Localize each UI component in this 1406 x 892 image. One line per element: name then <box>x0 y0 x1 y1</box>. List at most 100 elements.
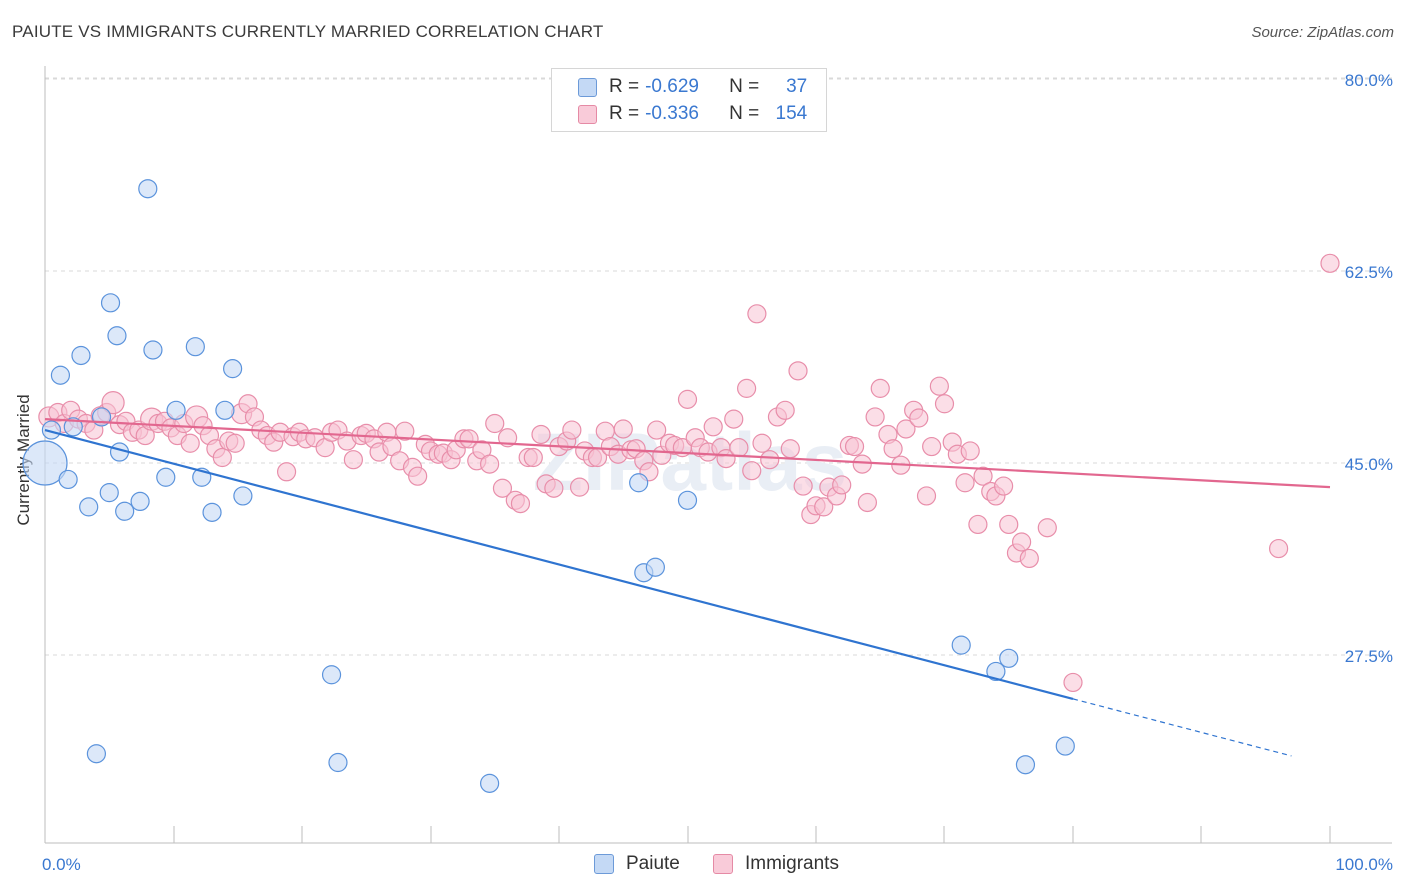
x-tick-labels: 0.0% 100.0% <box>42 855 1393 874</box>
immigrants-point <box>677 389 698 409</box>
immigrants-point <box>1320 253 1340 273</box>
paiute-point <box>50 365 71 385</box>
immigrants-point <box>1063 672 1083 693</box>
immigrants-point <box>724 409 744 429</box>
paiute-point <box>202 502 222 522</box>
immigrants-point <box>276 462 297 482</box>
immigrants-point <box>788 361 808 381</box>
legend-r-value: -0.336 <box>645 103 699 124</box>
immigrants-point <box>569 477 590 497</box>
immigrants-point <box>832 475 852 495</box>
paiute-point <box>645 557 665 577</box>
bottom-legend-immigrants: Immigrants <box>713 852 839 876</box>
immigrants-point <box>883 439 903 459</box>
paiute-trend-line <box>44 429 1074 700</box>
legend-n-label: N = <box>729 103 760 124</box>
paiute-point <box>79 497 99 517</box>
immigrants-point <box>896 419 916 439</box>
paiute-point <box>86 744 107 764</box>
paiute-point <box>130 491 150 511</box>
paiute-point <box>166 400 186 420</box>
y-tick-label: 80.0% <box>1345 71 1393 90</box>
immigrants-point <box>343 450 363 470</box>
immigrants-point <box>844 436 865 457</box>
paiute-point <box>1015 755 1036 775</box>
immigrants-point <box>857 492 878 513</box>
immigrants-point <box>544 478 564 498</box>
immigrants-point <box>485 413 505 434</box>
paiute-point <box>58 469 78 490</box>
y-tick-labels: 27.5% 45.0% 62.5% 80.0% <box>1345 71 1393 666</box>
y-tick-label: 62.5% <box>1345 263 1393 282</box>
legend-n-value: 37 <box>786 76 808 97</box>
paiute-point <box>328 752 348 773</box>
paiute-point <box>99 483 119 503</box>
immigrants-point <box>752 433 772 453</box>
immigrants-trend-line <box>44 418 1331 489</box>
paiute-point <box>63 417 83 437</box>
immigrants-point <box>562 420 582 440</box>
immigrants-point <box>492 478 513 498</box>
paiute-point <box>100 293 121 313</box>
immigrants-legend-swatch <box>713 854 733 874</box>
paiute-point <box>41 420 62 440</box>
paiute-point <box>951 635 971 655</box>
immigrants-point <box>531 424 551 445</box>
legend-r-value: -0.629 <box>645 76 699 97</box>
paiute-point <box>22 440 68 486</box>
legend-row-immigrants: R = -0.336 N = 154 <box>552 101 807 127</box>
immigrants-point <box>1268 538 1289 559</box>
immigrants-point <box>1019 548 1039 569</box>
immigrants-point <box>760 450 780 470</box>
paiute-point <box>1055 736 1075 756</box>
paiute-point <box>138 179 158 199</box>
immigrants-point <box>613 419 633 439</box>
immigrants-point <box>780 439 800 459</box>
immigrants-point <box>916 486 937 506</box>
paiute-point <box>107 326 127 346</box>
immigrants-legend-label: Immigrants <box>745 853 839 874</box>
paiute-trend-extension <box>1072 698 1292 757</box>
legend-r-label: R = <box>609 76 640 97</box>
immigrants-point <box>737 378 757 398</box>
immigrants-point <box>994 476 1014 496</box>
paiute-point <box>223 359 243 379</box>
paiute-point <box>233 486 253 506</box>
immigrants-point <box>101 391 125 415</box>
immigrants-point <box>480 454 500 474</box>
paiute-point <box>480 773 500 793</box>
paiute-point <box>71 345 91 366</box>
immigrants-point <box>647 420 667 440</box>
legend-row-paiute: R = -0.629 N = 37 <box>552 74 807 100</box>
immigrants-point <box>929 376 949 396</box>
correlation-legend: R = -0.629 N = 37 R = -0.336 N = 154 <box>551 68 827 132</box>
immigrants-point <box>408 466 428 486</box>
immigrants-point <box>225 433 245 453</box>
immigrants-point <box>922 436 942 457</box>
immigrants-point <box>793 476 813 496</box>
paiute-legend-swatch <box>594 854 614 874</box>
immigrants-point <box>999 514 1019 535</box>
immigrants-point <box>180 433 200 453</box>
paiute-point <box>629 473 649 493</box>
legend-r-label: R = <box>609 103 640 124</box>
immigrants-point <box>523 447 543 468</box>
paiute-point <box>986 661 1006 682</box>
paiute-point <box>999 648 1019 668</box>
chart-title: PAIUTE VS IMMIGRANTS CURRENTLY MARRIED C… <box>12 22 604 41</box>
immigrants-point <box>212 447 232 468</box>
immigrants-point <box>909 408 929 428</box>
paiute-point <box>143 340 163 360</box>
immigrants-swatch <box>578 104 597 124</box>
immigrants-point <box>955 473 975 493</box>
immigrants-point <box>1037 518 1057 538</box>
grid-lines <box>45 77 1392 656</box>
immigrants-point <box>865 407 885 427</box>
immigrants-point <box>459 429 479 449</box>
immigrants-point <box>814 497 834 517</box>
paiute-legend-label: Paiute <box>626 853 680 874</box>
x-tick-label-min: 0.0% <box>42 855 81 874</box>
paiute-point <box>321 665 342 685</box>
paiute-point <box>677 490 698 510</box>
